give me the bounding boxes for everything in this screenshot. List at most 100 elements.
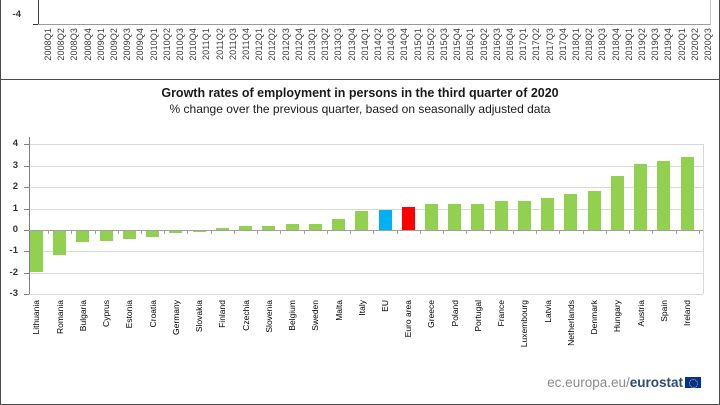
category-axis-tick xyxy=(233,230,235,234)
bar-finland xyxy=(215,227,229,230)
category-axis-tick xyxy=(71,230,73,234)
category-axis-tick xyxy=(117,230,119,234)
top-chart-x-label: 2009Q3 xyxy=(122,28,133,61)
y-axis-label: 0 xyxy=(12,224,18,235)
category-axis-tick xyxy=(280,230,282,234)
x-label-czechia: Czechia xyxy=(240,300,251,331)
x-label-bulgaria: Bulgaria xyxy=(77,300,88,332)
top-chart-x-label: 2013Q2 xyxy=(320,28,331,61)
y-axis-label: -3 xyxy=(9,288,18,300)
gridline xyxy=(29,272,703,274)
gridline xyxy=(29,187,703,189)
x-label-romania: Romania xyxy=(54,300,65,335)
gridline xyxy=(29,144,703,146)
y-axis-line xyxy=(29,137,30,294)
bar-italy xyxy=(355,210,369,230)
gridline xyxy=(29,208,703,210)
category-axis-tick xyxy=(303,230,305,234)
bar-belgium xyxy=(285,223,299,230)
y-axis-label: -2 xyxy=(9,266,18,278)
y-axis-tick xyxy=(24,144,29,146)
gridline xyxy=(29,165,703,167)
top-chart-x-label: 2015Q1 xyxy=(412,28,423,61)
category-axis-tick xyxy=(140,230,142,234)
top-chart-x-label: 2018Q1 xyxy=(571,28,581,61)
x-label-eu: EU xyxy=(380,300,390,312)
x-label-finland: Finland xyxy=(217,300,228,328)
top-chart-x-label: 2008Q4 xyxy=(82,28,93,61)
previous-chart-partial: -4 2008Q1 2008Q2 2008Q3 2008Q4 2009Q1 2009Q2 2… xyxy=(1,0,719,79)
x-label-slovakia: Slovakia xyxy=(194,300,205,333)
top-chart-x-label: 2011Q1 xyxy=(201,28,212,60)
bar-germany xyxy=(169,231,183,234)
top-chart-x-label: 2019Q3 xyxy=(650,28,661,61)
top-chart-x-label: 2016Q2 xyxy=(478,28,489,61)
gridline xyxy=(29,251,703,253)
eu-flag-icon xyxy=(685,377,701,388)
category-axis-tick xyxy=(652,230,654,234)
top-chart-x-label: 2017Q4 xyxy=(557,28,568,61)
top-chart-x-label: 2018Q4 xyxy=(610,28,621,61)
top-chart-x-label: 2020Q2 xyxy=(689,28,700,61)
top-chart-x-label: 2011Q4 xyxy=(241,28,251,60)
y-axis-label: 1 xyxy=(12,202,18,214)
bar-ireland xyxy=(680,157,694,230)
bar-greece xyxy=(424,204,438,230)
y-axis-label: 2 xyxy=(12,181,18,193)
category-axis-tick xyxy=(48,230,50,234)
x-label-euro-area: Euro area xyxy=(403,300,414,338)
y-axis-label: -1 xyxy=(9,245,18,257)
y-axis-label: 3 xyxy=(12,159,18,171)
bar-france xyxy=(494,201,508,230)
chart-title: Growth rates of employment in persons in… xyxy=(161,86,559,100)
top-chart-x-label: 2017Q2 xyxy=(531,28,542,61)
top-chart-x-label: 2011Q3 xyxy=(227,28,238,60)
top-chart-x-label: 2012Q4 xyxy=(293,28,304,61)
top-chart-x-label: 2014Q4 xyxy=(399,28,410,61)
top-chart-x-label: 2012Q3 xyxy=(280,28,291,61)
top-chart-x-label: 2016Q4 xyxy=(505,28,515,61)
bar-denmark xyxy=(587,191,601,230)
top-chart-x-label: 2016Q3 xyxy=(491,28,502,61)
category-axis-tick xyxy=(373,230,375,234)
top-chart-x-label: 2019Q4 xyxy=(663,28,674,61)
gridline xyxy=(29,294,703,296)
top-chart-x-label: 2008Q2 xyxy=(56,28,67,61)
bar-czechia xyxy=(239,225,253,230)
top-chart-y-axis-line xyxy=(38,0,39,25)
x-label-latvia: Latvia xyxy=(542,300,553,323)
y-axis-tick xyxy=(24,272,29,274)
category-axis-tick xyxy=(210,230,212,234)
top-chart-x-label: 2017Q3 xyxy=(544,28,555,61)
top-chart-x-label: 2010Q3 xyxy=(175,28,185,61)
top-chart-x-label: 2019Q2 xyxy=(637,28,647,61)
bar-cyprus xyxy=(99,231,113,241)
x-label-ireland: Ireland xyxy=(682,300,693,326)
x-label-germany: Germany xyxy=(170,300,181,335)
category-axis-tick xyxy=(675,230,677,234)
top-chart-x-label: 2013Q4 xyxy=(346,28,357,61)
eurostat-wordmark: eurostat xyxy=(629,375,683,390)
bar-slovenia xyxy=(262,225,276,230)
category-axis-tick xyxy=(512,230,514,234)
category-axis-tick xyxy=(698,230,700,234)
y-axis-tick xyxy=(24,187,29,189)
category-axis-tick xyxy=(187,230,189,234)
bar-lithuania xyxy=(29,231,43,272)
category-axis-tick xyxy=(559,230,561,234)
bar-portugal xyxy=(471,204,485,230)
bar-romania xyxy=(53,231,67,255)
x-label-austria: Austria xyxy=(635,300,646,327)
y-axis-tick xyxy=(24,165,29,167)
top-chart-x-label: 2018Q2 xyxy=(584,28,595,61)
x-label-portugal: Portugal xyxy=(472,300,483,332)
category-axis-tick xyxy=(443,230,445,234)
y-axis-tick xyxy=(24,251,29,253)
bar-spain xyxy=(657,161,671,230)
x-label-italy: Italy xyxy=(356,300,367,316)
category-axis-tick xyxy=(466,230,468,234)
top-chart-x-label: 2016Q1 xyxy=(465,28,476,61)
top-chart-x-label: 2013Q1 xyxy=(307,28,317,61)
bar-austria xyxy=(634,163,648,230)
